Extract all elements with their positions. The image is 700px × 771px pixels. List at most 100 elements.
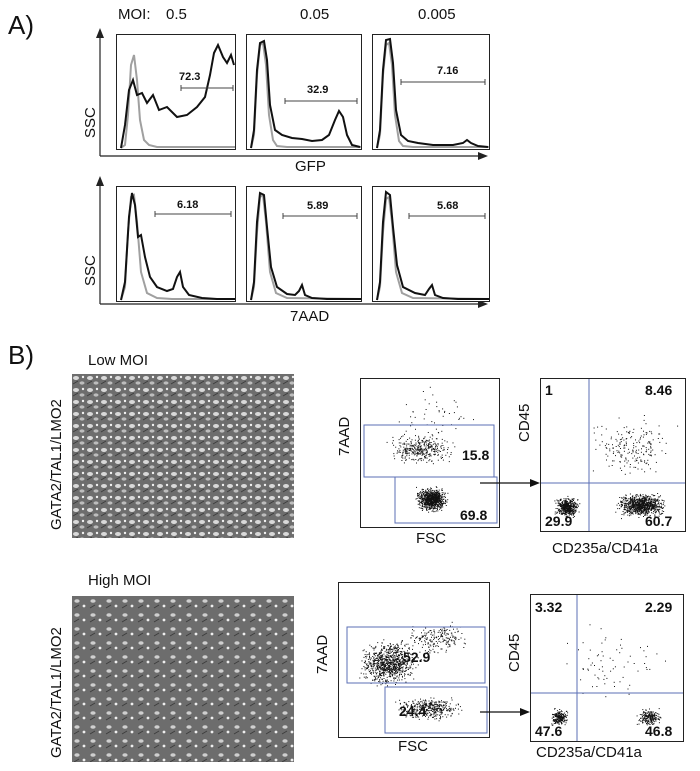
event-dot (573, 503, 575, 505)
event-dot (390, 662, 392, 664)
event-dot (442, 504, 444, 505)
event-dot (368, 652, 370, 654)
event-dot (387, 661, 389, 663)
event-dot (456, 406, 458, 408)
event-dot (554, 713, 556, 715)
event-dot (448, 705, 450, 707)
event-dot (653, 502, 655, 503)
event-dot (628, 431, 630, 433)
event-dot (431, 498, 433, 500)
event-dot (398, 451, 400, 453)
event-dot (570, 508, 572, 510)
event-dot (601, 434, 603, 436)
event-dot (433, 448, 435, 450)
event-dot (561, 713, 563, 715)
event-dot (428, 447, 430, 449)
arrow-high (480, 708, 530, 716)
event-dot (365, 673, 367, 675)
event-dot (445, 703, 447, 704)
event-dot (407, 668, 409, 670)
event-dot (380, 674, 382, 676)
event-dot (441, 442, 443, 444)
event-dot (424, 650, 426, 652)
event-dot (390, 645, 392, 647)
event-dot (430, 493, 432, 495)
event-dot (642, 719, 644, 721)
event-dot (649, 708, 650, 710)
event-dot (623, 427, 625, 429)
event-dot (444, 503, 446, 505)
event-dot (622, 501, 624, 503)
event-dot (443, 639, 445, 641)
moi-value-1: 0.5 (166, 6, 187, 23)
event-dot (369, 644, 371, 646)
event-dot (635, 503, 637, 505)
event-dot (437, 455, 439, 456)
event-dot (442, 635, 443, 637)
event-dot (644, 509, 646, 510)
event-dot (395, 653, 397, 655)
event-dot (424, 711, 426, 713)
event-dot (416, 450, 418, 452)
event-dot (406, 453, 408, 455)
event-dot (384, 669, 386, 670)
event-dot (554, 708, 555, 710)
event-dot (387, 681, 389, 683)
event-dot (396, 658, 398, 660)
event-dot (419, 639, 421, 641)
event-dot (406, 704, 408, 706)
event-dot (400, 663, 402, 665)
event-dot (439, 711, 441, 713)
event-dot (453, 709, 455, 711)
event-dot (555, 721, 556, 723)
event-dot (428, 707, 430, 709)
event-dot (658, 708, 660, 710)
event-dot (366, 664, 367, 666)
event-dot (652, 716, 654, 718)
event-dot (425, 494, 426, 496)
event-dot (566, 503, 568, 505)
event-dot (458, 419, 460, 420)
event-dot (639, 507, 641, 509)
event-dot (421, 713, 423, 715)
event-dot (634, 500, 636, 502)
event-dot (635, 508, 637, 510)
event-dot (419, 713, 421, 715)
event-dot (396, 670, 397, 672)
event-dot (645, 432, 647, 434)
event-dot (438, 497, 440, 499)
event-dot (413, 702, 415, 704)
quadrant-lr-high: 46.8 (645, 723, 673, 739)
event-dot (377, 658, 379, 660)
event-dot (567, 506, 569, 508)
event-dot (424, 436, 426, 438)
event-dot (429, 441, 431, 443)
event-dot (404, 670, 406, 672)
event-dot (644, 497, 646, 499)
event-dot (423, 418, 425, 420)
event-dot (435, 495, 437, 497)
event-dot (438, 630, 440, 632)
event-dot (397, 657, 399, 659)
event-dot (641, 714, 643, 716)
event-dot (421, 502, 423, 504)
event-dot (389, 670, 391, 672)
event-dot (398, 664, 400, 666)
event-dot (643, 714, 645, 716)
event-dot (642, 716, 644, 718)
event-dot (444, 492, 446, 494)
event-dot (558, 500, 560, 502)
event-dot (644, 504, 646, 506)
event-dot (428, 499, 430, 501)
event-dot (398, 649, 399, 651)
event-dot (570, 507, 572, 509)
event-dot (401, 651, 403, 653)
event-dot (428, 403, 430, 405)
event-dot (422, 712, 424, 714)
event-dot (428, 506, 430, 508)
event-dot (394, 669, 396, 671)
event-dot (429, 386, 431, 388)
event-dot (444, 702, 446, 703)
event-dot (418, 458, 420, 460)
event-dot (433, 708, 435, 710)
